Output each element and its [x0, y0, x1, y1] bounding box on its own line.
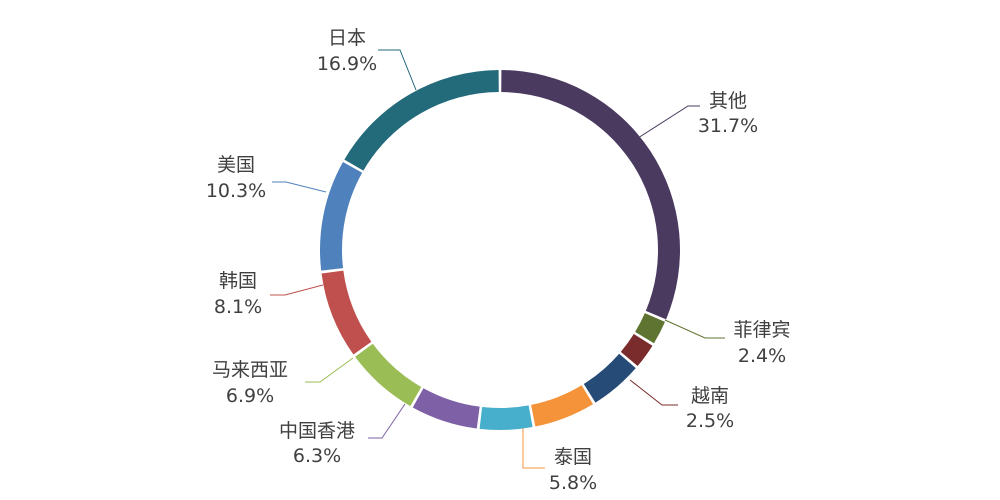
donut-slice-11: [344, 70, 499, 171]
slice-category-label-2: 菲律宾: [733, 319, 790, 341]
slice-value-label-5: 5.8%: [549, 472, 597, 494]
donut-slice-7: [412, 388, 480, 429]
leader-line-10: [272, 181, 327, 193]
leader-line-1: [637, 105, 700, 139]
leader-line-8: [305, 357, 354, 383]
leader-line-7: [368, 403, 406, 439]
slice-category-label-3: 越南: [691, 385, 729, 407]
slice-value-label-9: 8.1%: [214, 296, 262, 318]
leader-line-3: [629, 379, 678, 406]
slice-category-label-5: 泰国: [554, 446, 592, 468]
leader-line-5: [522, 428, 545, 469]
slice-value-label-10: 10.3%: [206, 180, 266, 202]
slice-value-label-1: 31.7%: [698, 115, 758, 137]
slice-value-label-3: 2.5%: [686, 410, 734, 432]
slice-value-label-8: 6.9%: [226, 385, 274, 407]
slice-category-label-8: 马来西亚: [212, 359, 288, 381]
leader-line-11: [378, 49, 417, 91]
leader-line-2: [664, 319, 725, 339]
donut-slice-1: [501, 70, 680, 320]
slice-category-label-7: 中国香港: [279, 420, 355, 442]
slice-category-label-1: 其他: [709, 90, 747, 112]
leader-line-9: [270, 284, 324, 296]
slice-category-label-9: 韩国: [219, 270, 257, 292]
slice-category-label-10: 美国: [217, 154, 255, 176]
donut-slice-9: [321, 270, 372, 355]
slice-value-label-2: 2.4%: [738, 345, 786, 367]
donut-slice-6: [479, 405, 533, 430]
donut-slice-3: [620, 333, 653, 367]
slice-value-label-7: 6.3%: [293, 445, 341, 467]
donut-slice-2: [635, 313, 666, 344]
donut-slice-8: [355, 343, 422, 407]
slice-category-label-11: 日本: [328, 27, 366, 49]
donut-slice-4: [583, 353, 636, 403]
donut-slice-5: [531, 385, 594, 427]
donut-slice-10: [320, 162, 363, 271]
slice-value-label-11: 16.9%: [317, 53, 377, 75]
